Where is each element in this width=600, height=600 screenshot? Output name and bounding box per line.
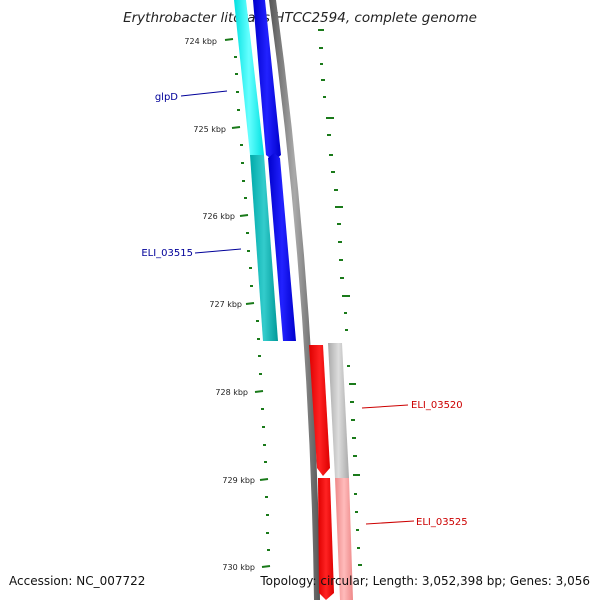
topology-summary: Topology: circular; Length: 3,052,398 bp… bbox=[260, 574, 590, 588]
label-connector-ELI_03520 bbox=[361, 404, 409, 409]
label-connector-glpD bbox=[180, 90, 228, 97]
gene-feature-ELI_03515[interactable] bbox=[250, 155, 278, 341]
cds-feature-glpD[interactable] bbox=[253, 0, 281, 161]
gene-label-ELI_03515[interactable]: ELI_03515 bbox=[141, 248, 193, 259]
ruler-minor-ticks bbox=[234, 56, 270, 551]
ruler-tick-label: 725 kbp bbox=[193, 125, 226, 134]
gene-label-ELI_03520[interactable]: ELI_03520 bbox=[411, 400, 463, 411]
ruler-tick-label: 730 kbp bbox=[222, 563, 255, 572]
gc-skew-track bbox=[318, 29, 362, 566]
gene-label-glpD[interactable]: glpD bbox=[155, 92, 178, 103]
accession-label: Accession: NC_007722 bbox=[9, 574, 146, 588]
genome-backbone bbox=[269, 0, 320, 600]
label-connector-ELI_03515 bbox=[194, 248, 242, 254]
label-connector-ELI_03525 bbox=[365, 520, 415, 525]
gene-feature-glpD[interactable] bbox=[234, 0, 264, 155]
genome-title: Erythrobacter litoralis HTCC2594, comple… bbox=[123, 10, 477, 26]
ruler-tick-label: 724 kbp bbox=[184, 37, 217, 46]
ruler-tick-label: 729 kbp bbox=[222, 476, 255, 485]
gene-feature-ELI_03525[interactable] bbox=[335, 478, 353, 600]
ruler-tick-label: 726 kbp bbox=[202, 212, 235, 221]
ruler-tick-label: 727 kbp bbox=[209, 300, 242, 309]
ruler-tick-marks bbox=[224, 38, 271, 568]
ruler-tick-label: 728 kbp bbox=[215, 388, 248, 397]
gene-feature-ELI_03520[interactable] bbox=[328, 343, 349, 478]
cds-feature-ELI_03515[interactable] bbox=[268, 153, 296, 341]
cds-feature-ELI_03520[interactable] bbox=[309, 345, 330, 476]
cds-feature-ELI_03525[interactable] bbox=[318, 478, 334, 600]
gene-label-ELI_03525[interactable]: ELI_03525 bbox=[416, 517, 468, 528]
